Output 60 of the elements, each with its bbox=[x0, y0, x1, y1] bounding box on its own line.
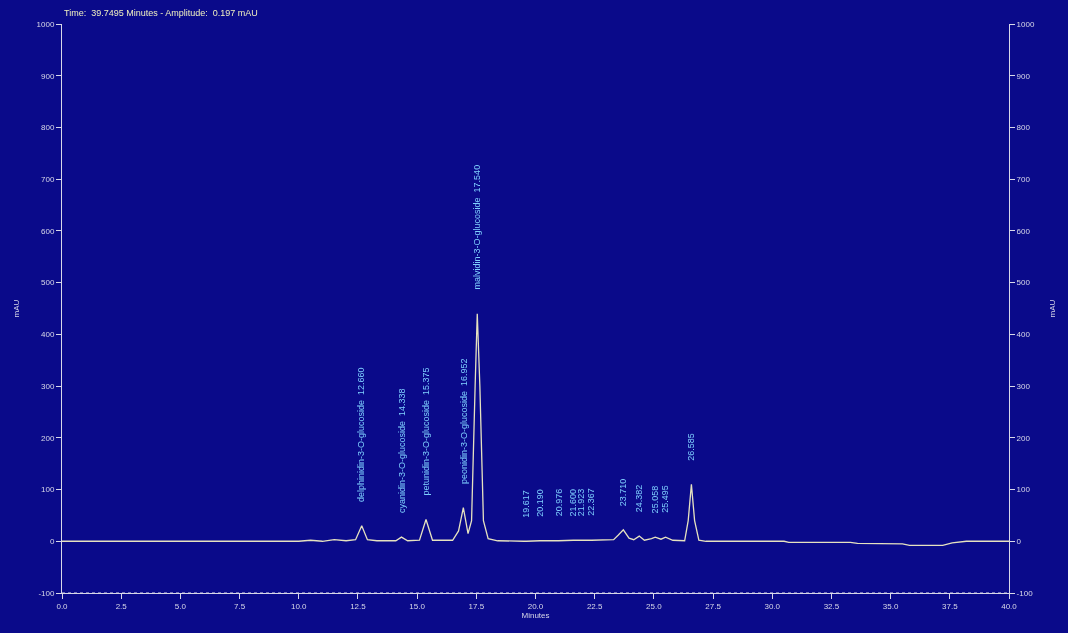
x-tick-label: 12.5 bbox=[350, 601, 367, 611]
y2-axis-title: mAU bbox=[1048, 299, 1058, 318]
y2-tick-label: 700 bbox=[1016, 174, 1031, 184]
y-tick-label: 300 bbox=[41, 381, 55, 391]
y2-tick-label: 100 bbox=[1016, 485, 1031, 495]
x-tick-label: 40.0 bbox=[1001, 601, 1018, 611]
x-tick-label: 20.0 bbox=[527, 601, 544, 611]
y2-tick-label: 900 bbox=[1016, 71, 1031, 81]
x-tick-label: 7.5 bbox=[234, 601, 246, 611]
y2-tick-label: 300 bbox=[1016, 381, 1031, 391]
annotation: 22.367 bbox=[586, 488, 597, 516]
y-tick-label: 200 bbox=[41, 433, 55, 443]
x-axis-title: Minutes bbox=[521, 610, 550, 620]
text: Time: 39.7495 Minutes - Amplitude: 0.197 mAU bbox=[64, 8, 258, 18]
x-tick-label: 0.0 bbox=[56, 601, 69, 611]
x-tick-label: 5.0 bbox=[174, 601, 187, 611]
y-tick-label: 600 bbox=[41, 226, 55, 236]
annotation: 20.976 bbox=[553, 488, 564, 517]
x-tick-label: 25.0 bbox=[646, 601, 663, 611]
y-tick-label: 400 bbox=[41, 330, 55, 340]
x-tick-label: 17.5 bbox=[468, 601, 485, 611]
y2-tick-label: -100 bbox=[1016, 588, 1034, 598]
annotation: 26.585 bbox=[686, 433, 697, 461]
y-axis-title: mAU bbox=[12, 299, 22, 318]
annotation: delphinidin-3-O-glucoside 12.660 bbox=[356, 367, 367, 502]
x-tick-label: 37.5 bbox=[942, 601, 959, 611]
y-tick-label: 0 bbox=[49, 537, 55, 547]
annotation: petunidin-3-O-glucoside 15.375 bbox=[421, 367, 432, 496]
x-tick-label: 22.5 bbox=[586, 601, 604, 611]
x-tick-label: 35.0 bbox=[882, 601, 899, 611]
x-tick-label: 10.0 bbox=[290, 601, 308, 611]
annotation: cyanidin-3-O-glucoside 14.338 bbox=[396, 388, 407, 514]
x-tick-label: 32.5 bbox=[823, 601, 840, 611]
y2-tick-label: 400 bbox=[1016, 330, 1031, 340]
annotation: peonidin-3-O-glucoside 16.952 bbox=[458, 358, 469, 484]
annotation: 23.710 bbox=[618, 478, 629, 507]
x-tick-label: 15.0 bbox=[409, 601, 426, 611]
y-tick-label: 800 bbox=[41, 123, 55, 133]
y2-tick-label: 1000 bbox=[1016, 19, 1035, 29]
x-tick-label: 30.0 bbox=[764, 601, 781, 611]
y-tick-label: 500 bbox=[41, 278, 55, 288]
y2-tick-label: 500 bbox=[1016, 278, 1031, 288]
y2-tick-label: 200 bbox=[1016, 433, 1031, 443]
annotation: malvidin-3-O-glucoside 17.540 bbox=[472, 164, 483, 290]
x-tick-label: 27.5 bbox=[705, 601, 722, 611]
x-tick-label: 2.5 bbox=[115, 601, 128, 611]
annotation: 25.058 bbox=[650, 485, 661, 514]
annotation: 24.382 bbox=[634, 484, 645, 513]
y-tick-label: -100 bbox=[38, 588, 55, 598]
y2-tick-label: 600 bbox=[1016, 226, 1031, 236]
y-tick-label: 1000 bbox=[36, 19, 55, 29]
y-tick-label: 900 bbox=[41, 71, 55, 81]
annotation: 25.495 bbox=[660, 485, 671, 513]
y2-tick-label: 0 bbox=[1016, 537, 1022, 547]
annotation: 20.190 bbox=[535, 489, 546, 517]
y-tick-label: 700 bbox=[41, 174, 55, 184]
y-tick-label: 100 bbox=[41, 485, 55, 495]
y2-tick-label: 800 bbox=[1016, 123, 1031, 133]
line-series bbox=[62, 313, 1009, 547]
annotation: 19.617 bbox=[521, 490, 532, 518]
